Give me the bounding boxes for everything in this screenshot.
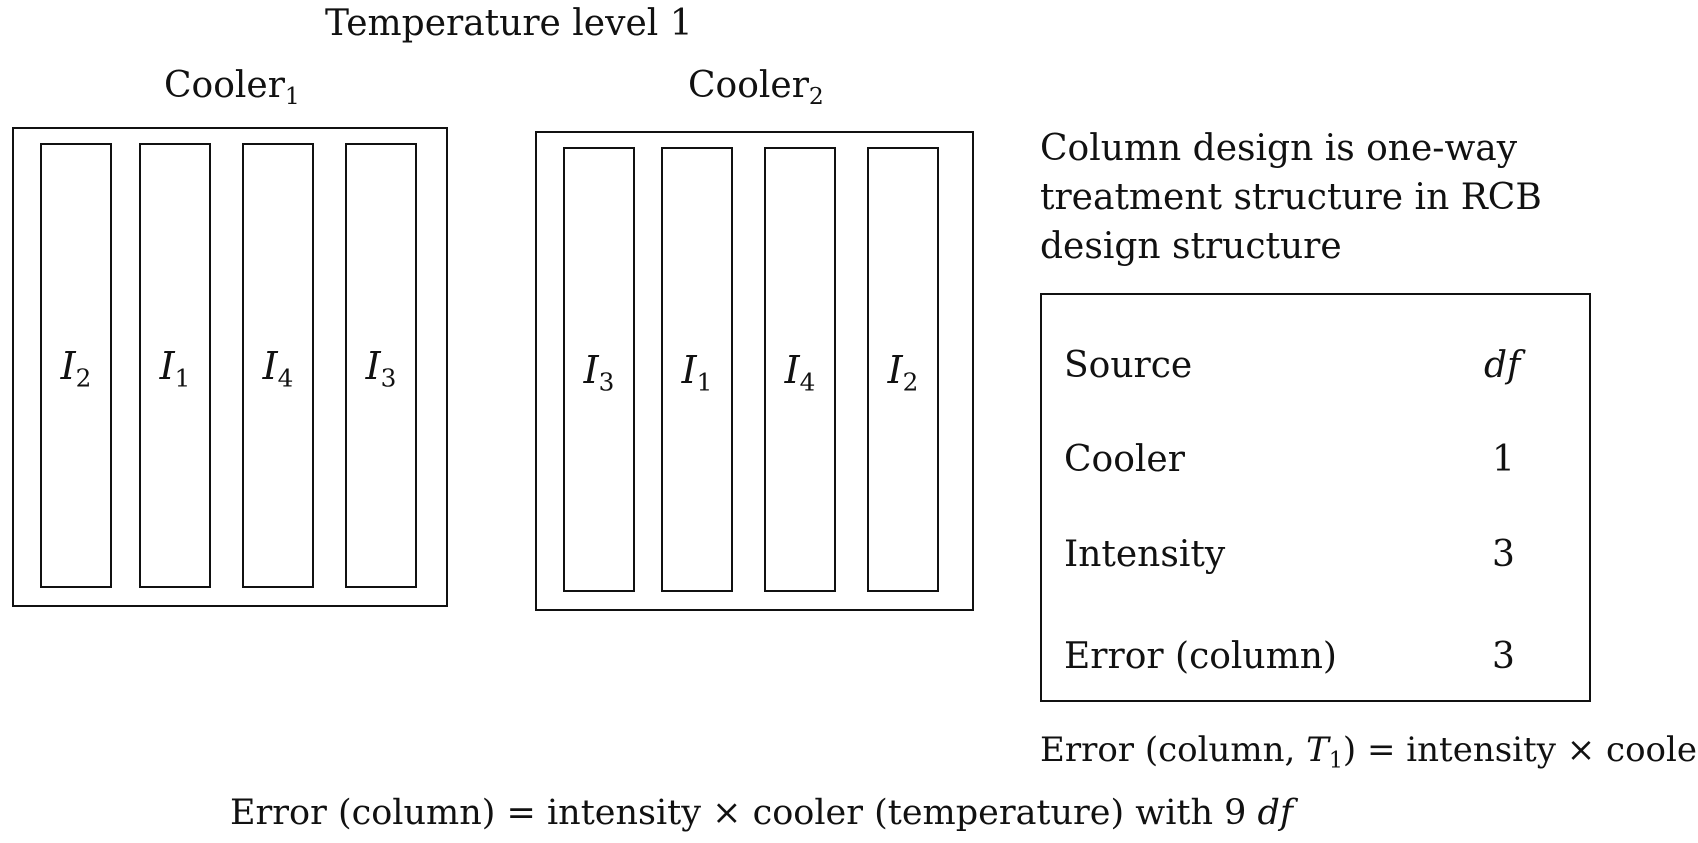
anova-row-df: 3 (1492, 534, 1515, 575)
error-note-total: Error (column) = intensity × cooler (tem… (230, 793, 1293, 833)
strip-label: I2 (60, 343, 92, 392)
strip-label: I1 (159, 343, 191, 392)
strip-cooler2-3: I4 (764, 147, 836, 592)
anova-header-df: df (1484, 345, 1521, 386)
anova-row-source: Intensity (1064, 534, 1226, 575)
description-line-1: Column design is one-way (1040, 128, 1518, 169)
strip-cooler1-3: I4 (242, 143, 314, 588)
cooler-1-label: Cooler1 (164, 65, 300, 111)
strip-label: I2 (887, 347, 919, 396)
strip-label: I3 (583, 347, 615, 396)
cooler-2-label: Cooler2 (688, 65, 824, 111)
anova-row-source: Error (column) (1064, 636, 1337, 677)
strip-cooler2-4: I2 (867, 147, 939, 592)
cooler-2-box: I3 I1 I4 I2 (535, 131, 974, 611)
anova-row-source: Cooler (1064, 439, 1185, 480)
cooler-1-box: I2 I1 I4 I3 (12, 127, 448, 607)
description-line-2: treatment structure in RCB (1040, 177, 1542, 218)
anova-row-df: 1 (1492, 439, 1515, 480)
error-note-temperature: Error (column, T1) = intensity × cooler (1040, 730, 1698, 774)
strip-label: I1 (681, 347, 713, 396)
strip-label: I3 (365, 343, 397, 392)
anova-header-source: Source (1064, 345, 1193, 386)
strip-label: I4 (784, 347, 816, 396)
diagram-title: Temperature level 1 (325, 3, 693, 44)
strip-cooler1-1: I2 (40, 143, 112, 588)
strip-cooler2-1: I3 (563, 147, 635, 592)
description-line-3: design structure (1040, 226, 1342, 267)
strip-cooler1-2: I1 (139, 143, 211, 588)
anova-table: Source df Cooler 1 Intensity 3 Error (co… (1040, 293, 1591, 702)
strip-cooler2-2: I1 (661, 147, 733, 592)
anova-row-df: 3 (1492, 636, 1515, 677)
strip-label: I4 (262, 343, 294, 392)
strip-cooler1-4: I3 (345, 143, 417, 588)
